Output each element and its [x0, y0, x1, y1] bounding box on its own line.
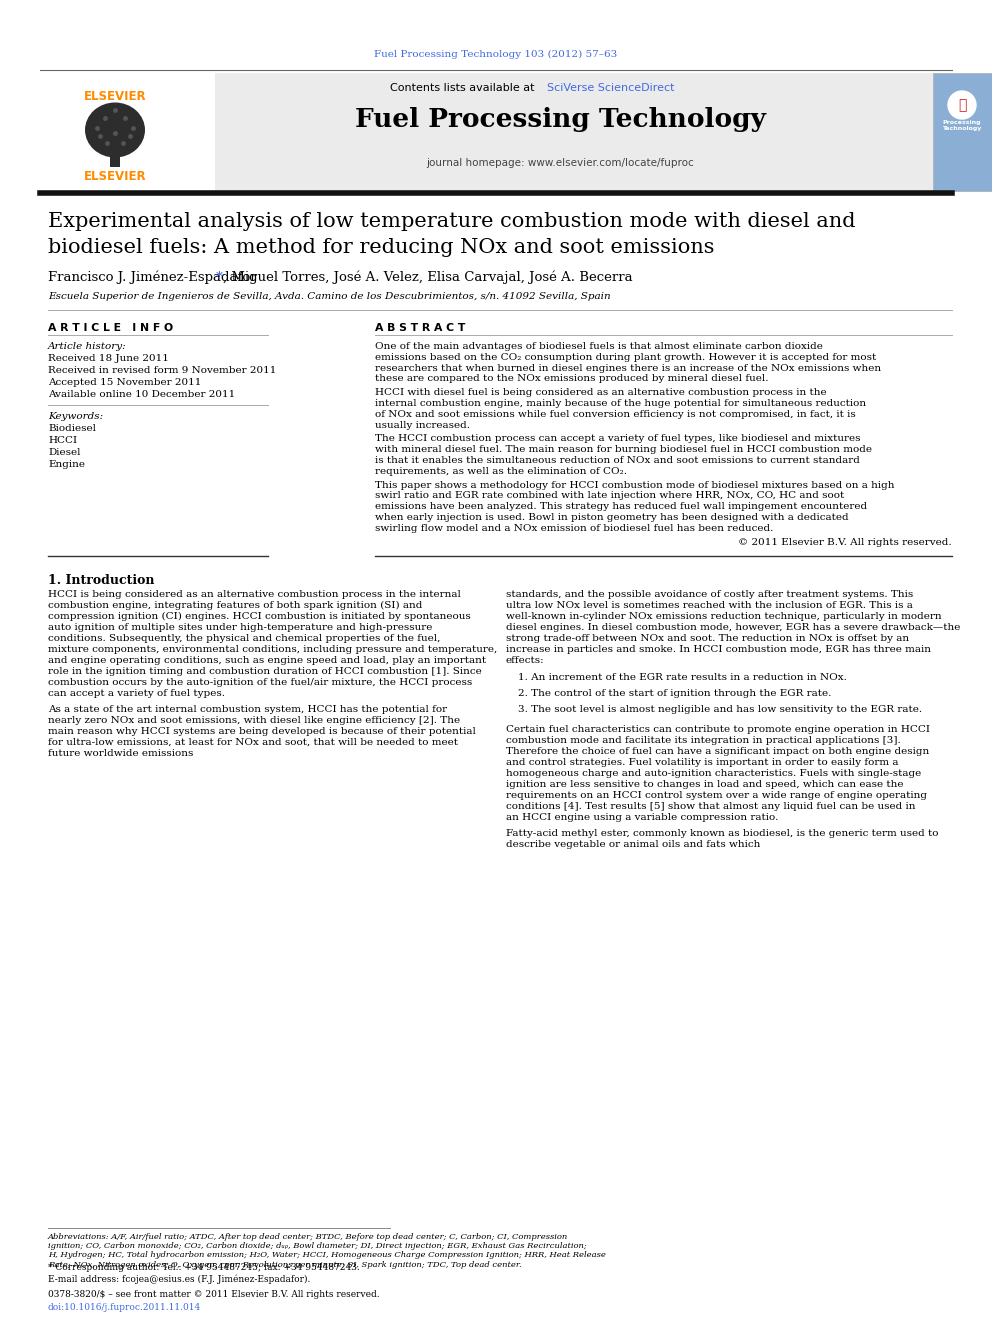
Text: E-mail address: fcojea@esius.es (F.J. Jiménez-Espadafor).: E-mail address: fcojea@esius.es (F.J. Ji… — [48, 1274, 310, 1283]
Text: compression ignition (CI) engines. HCCI combustion is initiated by spontaneous: compression ignition (CI) engines. HCCI … — [48, 611, 471, 620]
Text: biodiesel fuels: A method for reducing NOx and soot emissions: biodiesel fuels: A method for reducing N… — [48, 238, 714, 257]
Text: these are compared to the NOx emissions produced by mineral diesel fuel.: these are compared to the NOx emissions … — [375, 374, 769, 384]
Text: Certain fuel characteristics can contribute to promote engine operation in HCCI: Certain fuel characteristics can contrib… — [506, 725, 930, 733]
Text: ultra low NOx level is sometimes reached with the inclusion of EGR. This is a: ultra low NOx level is sometimes reached… — [506, 601, 913, 610]
Text: HCCI is being considered as an alternative combustion process in the internal: HCCI is being considered as an alternati… — [48, 590, 461, 598]
Text: Ⓟ: Ⓟ — [958, 98, 966, 112]
Text: auto ignition of multiple sites under high-temperature and high-pressure: auto ignition of multiple sites under hi… — [48, 623, 433, 631]
Text: Fatty-acid methyl ester, commonly known as biodiesel, is the generic term used t: Fatty-acid methyl ester, commonly known … — [506, 828, 938, 837]
Text: Experimental analysis of low temperature combustion mode with diesel and: Experimental analysis of low temperature… — [48, 212, 855, 232]
Text: SciVerse ScienceDirect: SciVerse ScienceDirect — [547, 83, 675, 93]
Text: 3. The soot level is almost negligible and has low sensitivity to the EGR rate.: 3. The soot level is almost negligible a… — [518, 705, 923, 713]
Circle shape — [948, 91, 976, 119]
Text: Francisco J. Jiménez-Espadafor: Francisco J. Jiménez-Espadafor — [48, 271, 261, 284]
Text: main reason why HCCI systems are being developed is because of their potential: main reason why HCCI systems are being d… — [48, 726, 476, 736]
Text: Available online 10 December 2011: Available online 10 December 2011 — [48, 390, 235, 400]
Text: Accepted 15 November 2011: Accepted 15 November 2011 — [48, 378, 201, 388]
Text: * Corresponding author. Tel.: +34 954487245; fax: +34 954487243.: * Corresponding author. Tel.: +34 954487… — [48, 1263, 360, 1271]
Text: As a state of the art internal combustion system, HCCI has the potential for: As a state of the art internal combustio… — [48, 705, 447, 713]
Text: Therefore the choice of fuel can have a significant impact on both engine design: Therefore the choice of fuel can have a … — [506, 746, 930, 755]
Text: well-known in-cylinder NOx emissions reduction technique, particularly in modern: well-known in-cylinder NOx emissions red… — [506, 611, 941, 620]
Text: combustion occurs by the auto-ignition of the fuel/air mixture, the HCCI process: combustion occurs by the auto-ignition o… — [48, 677, 472, 687]
Text: for ultra-low emissions, at least for NOx and soot, that will be needed to meet: for ultra-low emissions, at least for NO… — [48, 738, 458, 746]
Text: The HCCI combustion process can accept a variety of fuel types, like biodiesel a: The HCCI combustion process can accept a… — [375, 434, 860, 443]
Text: diesel engines. In diesel combustion mode, however, EGR has a severe drawback—th: diesel engines. In diesel combustion mod… — [506, 623, 960, 631]
Text: swirling flow model and a NOx emission of biodiesel fuel has been reduced.: swirling flow model and a NOx emission o… — [375, 524, 774, 533]
Text: when early injection is used. Bowl in piston geometry has been designed with a d: when early injection is used. Bowl in pi… — [375, 513, 848, 523]
Text: future worldwide emissions: future worldwide emissions — [48, 749, 193, 758]
Text: requirements on an HCCI control system over a wide range of engine operating: requirements on an HCCI control system o… — [506, 791, 927, 799]
Text: emissions based on the CO₂ consumption during plant growth. However it is accept: emissions based on the CO₂ consumption d… — [375, 353, 876, 361]
Text: doi:10.1016/j.fuproc.2011.11.014: doi:10.1016/j.fuproc.2011.11.014 — [48, 1303, 201, 1312]
Text: Engine: Engine — [48, 460, 85, 468]
Text: Fuel
Processing
Technology: Fuel Processing Technology — [942, 114, 982, 131]
Text: ignition are less sensitive to changes in load and speed, which can ease the: ignition are less sensitive to changes i… — [506, 779, 904, 789]
Text: combustion engine, integrating features of both spark ignition (SI) and: combustion engine, integrating features … — [48, 601, 423, 610]
Text: ELSEVIER: ELSEVIER — [83, 169, 146, 183]
Text: © 2011 Elsevier B.V. All rights reserved.: © 2011 Elsevier B.V. All rights reserved… — [738, 537, 952, 546]
Ellipse shape — [85, 102, 145, 157]
Text: *: * — [216, 271, 223, 284]
Text: requirements, as well as the elimination of CO₂.: requirements, as well as the elimination… — [375, 467, 627, 476]
Text: mixture components, environmental conditions, including pressure and temperature: mixture components, environmental condit… — [48, 644, 497, 654]
Text: Received in revised form 9 November 2011: Received in revised form 9 November 2011 — [48, 366, 277, 374]
Text: Rate; NOx, Nitrogen oxides; O, Oxygen; rpm, Revolutions per minute; SI, Spark ig: Rate; NOx, Nitrogen oxides; O, Oxygen; r… — [48, 1261, 522, 1269]
Text: and engine operating conditions, such as engine speed and load, play an importan: and engine operating conditions, such as… — [48, 656, 486, 664]
Bar — [110, 155, 120, 167]
Text: Fuel Processing Technology 103 (2012) 57–63: Fuel Processing Technology 103 (2012) 57… — [374, 50, 618, 60]
Text: Diesel: Diesel — [48, 448, 80, 456]
Text: combustion mode and facilitate its integration in practical applications [3].: combustion mode and facilitate its integ… — [506, 736, 901, 745]
Text: role in the ignition timing and combustion duration of HCCI combustion [1]. Sinc: role in the ignition timing and combusti… — [48, 667, 482, 676]
Bar — [933, 73, 992, 191]
Text: and control strategies. Fuel volatility is important in order to easily form a: and control strategies. Fuel volatility … — [506, 758, 899, 766]
Text: increase in particles and smoke. In HCCI combustion mode, EGR has three main: increase in particles and smoke. In HCCI… — [506, 644, 931, 654]
Text: Article history:: Article history: — [48, 343, 127, 351]
Text: Fuel Processing Technology: Fuel Processing Technology — [354, 107, 766, 132]
Text: usually increased.: usually increased. — [375, 421, 470, 430]
Text: Escuela Superior de Ingenieros de Sevilla, Avda. Camino de los Descubrimientos, : Escuela Superior de Ingenieros de Sevill… — [48, 292, 611, 302]
Text: conditions [4]. Test results [5] show that almost any liquid fuel can be used in: conditions [4]. Test results [5] show th… — [506, 802, 916, 811]
Text: A B S T R A C T: A B S T R A C T — [375, 323, 465, 333]
Bar — [40, 73, 215, 191]
Text: This paper shows a methodology for HCCI combustion mode of biodiesel mixtures ba: This paper shows a methodology for HCCI … — [375, 480, 895, 490]
Text: of NOx and soot emissions while fuel conversion efficiency is not compromised, i: of NOx and soot emissions while fuel con… — [375, 410, 856, 419]
Text: ELSEVIER: ELSEVIER — [83, 90, 146, 103]
Text: 0378-3820/$ – see front matter © 2011 Elsevier B.V. All rights reserved.: 0378-3820/$ – see front matter © 2011 El… — [48, 1290, 380, 1299]
Text: swirl ratio and EGR rate combined with late injection where HRR, NOx, CO, HC and: swirl ratio and EGR rate combined with l… — [375, 491, 844, 500]
Text: Keywords:: Keywords: — [48, 411, 103, 421]
Text: describe vegetable or animal oils and fats which: describe vegetable or animal oils and fa… — [506, 840, 761, 848]
Text: with mineral diesel fuel. The main reason for burning biodiesel fuel in HCCI com: with mineral diesel fuel. The main reaso… — [375, 446, 872, 454]
Text: internal combustion engine, mainly because of the huge potential for simultaneou: internal combustion engine, mainly becau… — [375, 400, 866, 407]
Text: Contents lists available at: Contents lists available at — [390, 83, 538, 93]
Text: effects:: effects: — [506, 656, 545, 664]
Text: HCCI with diesel fuel is being considered as an alternative combustion process i: HCCI with diesel fuel is being considere… — [375, 388, 826, 397]
Text: 1. An increment of the EGR rate results in a reduction in NOx.: 1. An increment of the EGR rate results … — [518, 672, 847, 681]
Text: strong trade-off between NOx and soot. The reduction in NOx is offset by an: strong trade-off between NOx and soot. T… — [506, 634, 909, 643]
Text: Received 18 June 2011: Received 18 June 2011 — [48, 355, 169, 363]
Text: nearly zero NOx and soot emissions, with diesel like engine efficiency [2]. The: nearly zero NOx and soot emissions, with… — [48, 716, 460, 725]
Text: is that it enables the simultaneous reduction of NOx and soot emissions to curre: is that it enables the simultaneous redu… — [375, 456, 860, 464]
Text: can accept a variety of fuel types.: can accept a variety of fuel types. — [48, 688, 225, 697]
Text: A R T I C L E   I N F O: A R T I C L E I N F O — [48, 323, 174, 333]
Text: 2. The control of the start of ignition through the EGR rate.: 2. The control of the start of ignition … — [518, 688, 831, 697]
Text: HCCI: HCCI — [48, 437, 77, 445]
Text: H, Hydrogen; HC, Total hydrocarbon emission; H₂O, Water; HCCI, Homogeneous Charg: H, Hydrogen; HC, Total hydrocarbon emiss… — [48, 1252, 606, 1259]
Text: emissions have been analyzed. This strategy has reduced fuel wall impingement en: emissions have been analyzed. This strat… — [375, 503, 867, 511]
Text: Biodiesel: Biodiesel — [48, 423, 96, 433]
Text: an HCCI engine using a variable compression ratio.: an HCCI engine using a variable compress… — [506, 812, 779, 822]
Text: journal homepage: www.elsevier.com/locate/fuproc: journal homepage: www.elsevier.com/locat… — [427, 157, 693, 168]
Bar — [215, 73, 933, 191]
Text: One of the main advantages of biodiesel fuels is that almost eliminate carbon di: One of the main advantages of biodiesel … — [375, 343, 823, 351]
Text: conditions. Subsequently, the physical and chemical properties of the fuel,: conditions. Subsequently, the physical a… — [48, 634, 440, 643]
Text: Abbreviations: A/F, Air/fuel ratio; ATDC, After top dead center; BTDC, Before to: Abbreviations: A/F, Air/fuel ratio; ATDC… — [48, 1233, 568, 1241]
Text: 1. Introduction: 1. Introduction — [48, 574, 155, 586]
Text: homogeneous charge and auto-ignition characteristics. Fuels with single-stage: homogeneous charge and auto-ignition cha… — [506, 769, 922, 778]
Text: ignition; CO, Carbon monoxide; CO₂, Carbon dioxide; dᵤᵨ, Bowl diameter; DI, Dire: ignition; CO, Carbon monoxide; CO₂, Carb… — [48, 1242, 586, 1250]
Text: standards, and the possible avoidance of costly after treatment systems. This: standards, and the possible avoidance of… — [506, 590, 914, 598]
Text: , Miguel Torres, José A. Velez, Elisa Carvajal, José A. Becerra: , Miguel Torres, José A. Velez, Elisa Ca… — [223, 271, 633, 284]
Text: researchers that when burned in diesel engines there is an increase of the NOx e: researchers that when burned in diesel e… — [375, 364, 881, 373]
